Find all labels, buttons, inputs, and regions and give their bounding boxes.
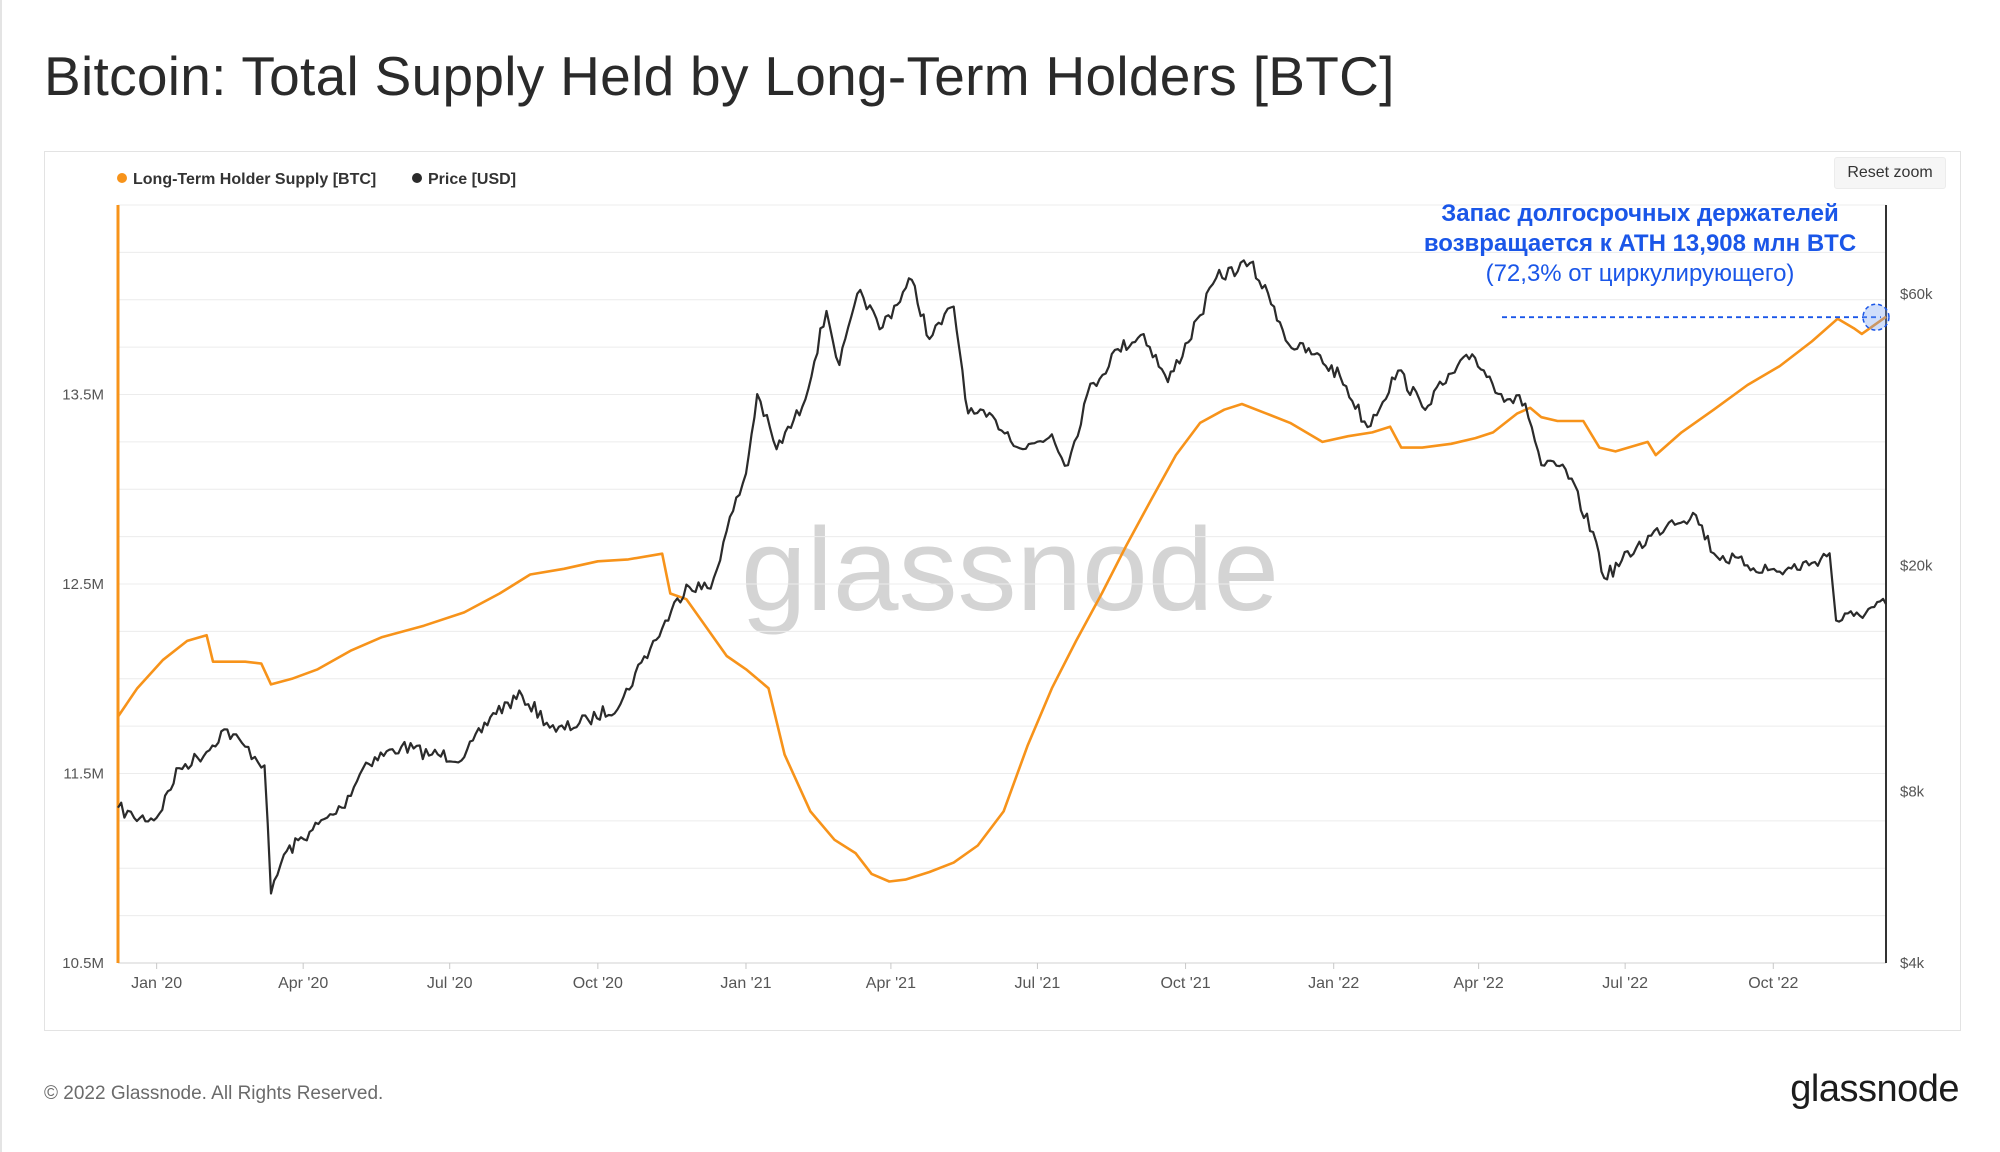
- x-tick-label: Jul '20: [427, 975, 473, 992]
- y-right-tick-label: $4k: [1900, 955, 1925, 972]
- x-tick-label: Jan '22: [1308, 975, 1359, 992]
- x-tick-label: Oct '22: [1748, 975, 1798, 992]
- x-tick-label: Apr '22: [1454, 975, 1504, 992]
- x-tick-label: Apr '21: [866, 975, 916, 992]
- y-left-tick-label: 10.5M: [62, 955, 104, 972]
- annotation-line-1: Запас долгосрочных держателей: [1441, 200, 1839, 227]
- y-right-tick-label: $60k: [1900, 286, 1933, 303]
- chart-frame: [44, 151, 1961, 1031]
- x-tick-label: Apr '20: [278, 975, 328, 992]
- legend-ltc-label[interactable]: Long-Term Holder Supply [BTC]: [133, 171, 376, 188]
- annotation-line-3: (72,3% от циркулирующего): [1486, 260, 1795, 287]
- reset-zoom-button[interactable]: Reset zoom: [1834, 157, 1946, 189]
- legend-ltc-marker: [117, 173, 127, 183]
- legend-price-marker: [412, 173, 422, 183]
- price-line: [117, 259, 1887, 895]
- y-left-tick-label: 11.5M: [63, 766, 104, 783]
- x-tick-label: Oct '20: [573, 975, 623, 992]
- watermark: glassnode: [741, 504, 1279, 636]
- annotation: Запас долгосрочных держателей возвращает…: [1424, 200, 1890, 331]
- y-right-tick-label: $20k: [1900, 557, 1933, 574]
- page-title: Bitcoin: Total Supply Held by Long-Term …: [44, 45, 1395, 107]
- axes: [116, 205, 1887, 969]
- x-tick-label: Jan '20: [131, 975, 182, 992]
- footer-copyright: © 2022 Glassnode. All Rights Reserved.: [44, 1083, 384, 1104]
- gridlines: [118, 204, 1886, 964]
- tick-labels: Jan '20 Apr '20 Jul '20 Oct '20 Jan '21 Apr '…: [62, 286, 1933, 992]
- left-rule: [0, 0, 2, 1152]
- y-left-tick-label: 12.5M: [62, 576, 104, 593]
- x-tick-label: Jul '21: [1015, 975, 1061, 992]
- y-right-tick-label: $8k: [1900, 784, 1925, 801]
- ltc-supply-line: [116, 315, 1887, 883]
- footer-logo: glassnode: [1790, 1068, 1959, 1110]
- x-tick-label: Jan '21: [720, 975, 771, 992]
- ath-marker: [1862, 303, 1890, 331]
- legend-price-label[interactable]: Price [USD]: [428, 171, 516, 188]
- series-layer: [116, 259, 1887, 895]
- annotation-line-2: возвращается к ATH 13,908 млн BTC: [1424, 230, 1856, 257]
- legend: Long-Term Holder Supply [BTC] Price [USD…: [117, 171, 516, 188]
- x-tick-label: Jul '22: [1602, 975, 1648, 992]
- x-tick-label: Oct '21: [1160, 975, 1210, 992]
- y-left-tick-label: 13.5M: [62, 387, 104, 404]
